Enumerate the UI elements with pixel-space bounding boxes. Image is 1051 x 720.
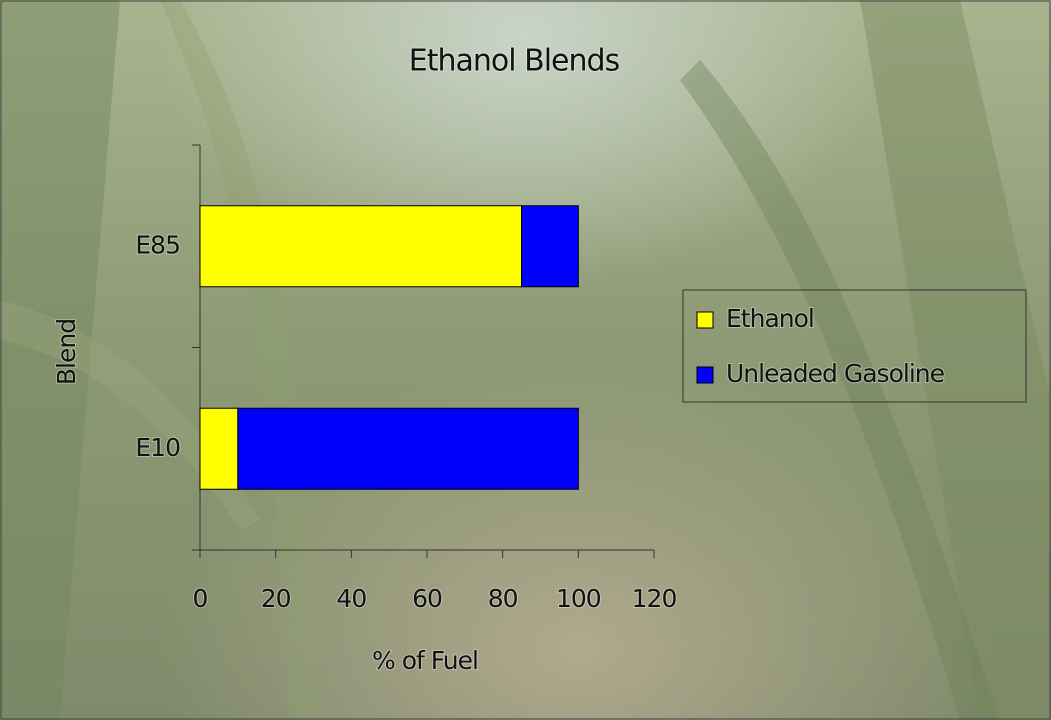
legend-swatch: [697, 312, 713, 328]
x-tick-label: 80: [488, 584, 518, 613]
x-tick-label: 40: [336, 584, 366, 613]
x-tick-label: 0: [193, 584, 208, 613]
chart-title: Ethanol Blends: [409, 44, 620, 79]
chart: Ethanol Blends Blend % of Fuel 0 20 40 60 80…: [0, 0, 1051, 720]
legend-swatch: [697, 367, 713, 383]
x-tick-label: 100: [556, 584, 601, 613]
x-tick-label: 60: [412, 584, 442, 613]
x-tick-label: 120: [632, 584, 677, 613]
x-axis-label: % of Fuel: [372, 646, 478, 675]
bar-segment: [238, 408, 579, 489]
bar-segment: [522, 206, 579, 287]
legend-label: Unleaded Gasoline: [726, 359, 945, 388]
y-tick-label: E10: [135, 433, 180, 462]
legend-label: Ethanol: [726, 304, 814, 333]
y-axis-label: Blend: [52, 319, 81, 385]
x-tick-label: 20: [261, 584, 291, 613]
bar-segment: [200, 408, 238, 489]
y-tick-label: E85: [135, 230, 180, 259]
bar-segment: [200, 206, 522, 287]
